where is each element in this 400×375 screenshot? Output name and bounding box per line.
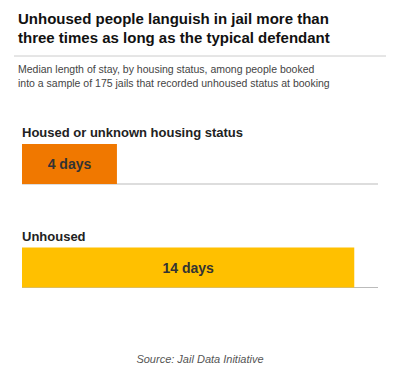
- subtitle-line: Median length of stay, by housing status…: [18, 63, 314, 75]
- subtitle: Median length of stay, by housing status…: [18, 63, 330, 89]
- source: Source: Jail Data Initiative: [136, 353, 263, 365]
- data-label: 14 days: [162, 260, 214, 276]
- bars: [22, 144, 378, 288]
- category-label: Housed or unknown housing status: [22, 125, 243, 140]
- data-label: 4 days: [48, 156, 92, 172]
- bar: [22, 144, 117, 184]
- bar: [22, 248, 354, 288]
- title-rule: [14, 56, 386, 57]
- title-line: Unhoused people languish in jail more th…: [18, 10, 329, 27]
- title: Unhoused people languish in jail more th…: [18, 10, 330, 46]
- title-line: three times as long as the typical defen…: [18, 29, 330, 46]
- subtitle-line: into a sample of 175 jails that recorded…: [18, 77, 330, 89]
- chart: Unhoused people languish in jail more th…: [0, 0, 400, 375]
- labels: Housed or unknown housing status 4 days Un…: [22, 125, 243, 276]
- category-label: Unhoused: [22, 229, 86, 244]
